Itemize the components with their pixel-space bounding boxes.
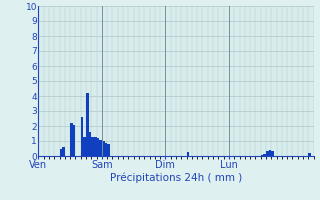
Bar — [268, 150, 271, 156]
Bar — [60, 148, 62, 156]
Bar — [97, 138, 99, 156]
Bar — [266, 151, 268, 156]
Bar — [89, 132, 91, 156]
Bar — [187, 152, 189, 156]
Bar — [308, 153, 311, 156]
Bar — [91, 137, 94, 156]
Bar — [84, 137, 86, 156]
X-axis label: Précipitations 24h ( mm ): Précipitations 24h ( mm ) — [110, 173, 242, 183]
Bar — [261, 154, 263, 156]
Bar — [94, 137, 97, 156]
Bar — [105, 142, 107, 156]
Bar — [271, 151, 274, 156]
Bar — [81, 117, 84, 156]
Bar — [70, 123, 73, 156]
Bar — [73, 124, 76, 156]
Bar — [263, 154, 266, 156]
Bar — [102, 141, 105, 156]
Bar — [107, 144, 110, 156]
Bar — [99, 140, 102, 156]
Bar — [86, 93, 89, 156]
Bar — [62, 147, 65, 156]
